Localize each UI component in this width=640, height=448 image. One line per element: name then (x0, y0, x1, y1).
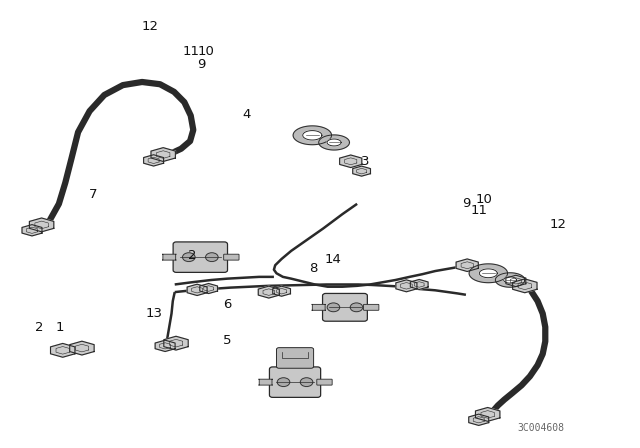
Polygon shape (22, 224, 42, 236)
FancyBboxPatch shape (276, 348, 314, 368)
Polygon shape (506, 275, 526, 287)
FancyBboxPatch shape (312, 304, 326, 310)
Polygon shape (259, 286, 279, 298)
Polygon shape (476, 408, 500, 421)
Polygon shape (479, 269, 497, 278)
Text: 12: 12 (142, 20, 159, 34)
FancyBboxPatch shape (323, 293, 367, 321)
Polygon shape (151, 148, 175, 161)
Polygon shape (155, 340, 175, 352)
Text: 13: 13 (145, 307, 162, 320)
Polygon shape (303, 131, 322, 140)
Circle shape (327, 303, 340, 312)
Text: 8: 8 (309, 262, 318, 276)
Polygon shape (468, 414, 489, 426)
Polygon shape (469, 264, 508, 283)
Text: 14: 14 (324, 253, 341, 267)
Polygon shape (29, 218, 54, 232)
FancyBboxPatch shape (364, 304, 379, 310)
FancyBboxPatch shape (163, 254, 177, 260)
Text: 7: 7 (88, 188, 97, 202)
Text: 3: 3 (360, 155, 369, 168)
Text: 11: 11 (470, 204, 487, 217)
Polygon shape (504, 277, 516, 283)
Polygon shape (340, 155, 362, 168)
Text: 6: 6 (223, 298, 232, 311)
Text: 12: 12 (550, 217, 566, 231)
FancyBboxPatch shape (269, 367, 321, 397)
Text: 9: 9 (461, 197, 470, 211)
Text: 9: 9 (197, 58, 206, 72)
Text: 5: 5 (223, 334, 232, 347)
Text: 2: 2 (188, 249, 196, 262)
Polygon shape (51, 344, 75, 357)
Text: 10: 10 (476, 193, 493, 206)
Polygon shape (456, 259, 478, 271)
Text: 10: 10 (198, 45, 214, 58)
Polygon shape (200, 284, 218, 293)
FancyBboxPatch shape (173, 242, 228, 272)
Circle shape (350, 303, 363, 312)
Text: 3C004608: 3C004608 (517, 423, 564, 433)
FancyBboxPatch shape (259, 379, 273, 385)
Polygon shape (513, 279, 537, 293)
Polygon shape (410, 280, 428, 289)
Polygon shape (495, 273, 525, 287)
Text: 1: 1 (55, 320, 64, 334)
Polygon shape (70, 341, 94, 355)
Polygon shape (143, 155, 164, 166)
Circle shape (277, 378, 290, 387)
Polygon shape (327, 139, 341, 146)
Polygon shape (353, 166, 371, 176)
Polygon shape (164, 336, 188, 350)
Polygon shape (319, 135, 349, 150)
Text: 11: 11 (182, 45, 199, 58)
Circle shape (182, 253, 195, 262)
Circle shape (205, 253, 218, 262)
Polygon shape (396, 280, 417, 292)
Polygon shape (293, 126, 332, 145)
Text: 4: 4 (242, 108, 251, 121)
Text: 2: 2 (35, 320, 44, 334)
Polygon shape (187, 284, 207, 296)
FancyBboxPatch shape (224, 254, 239, 260)
Polygon shape (273, 286, 291, 296)
Circle shape (300, 378, 313, 387)
FancyBboxPatch shape (317, 379, 332, 385)
